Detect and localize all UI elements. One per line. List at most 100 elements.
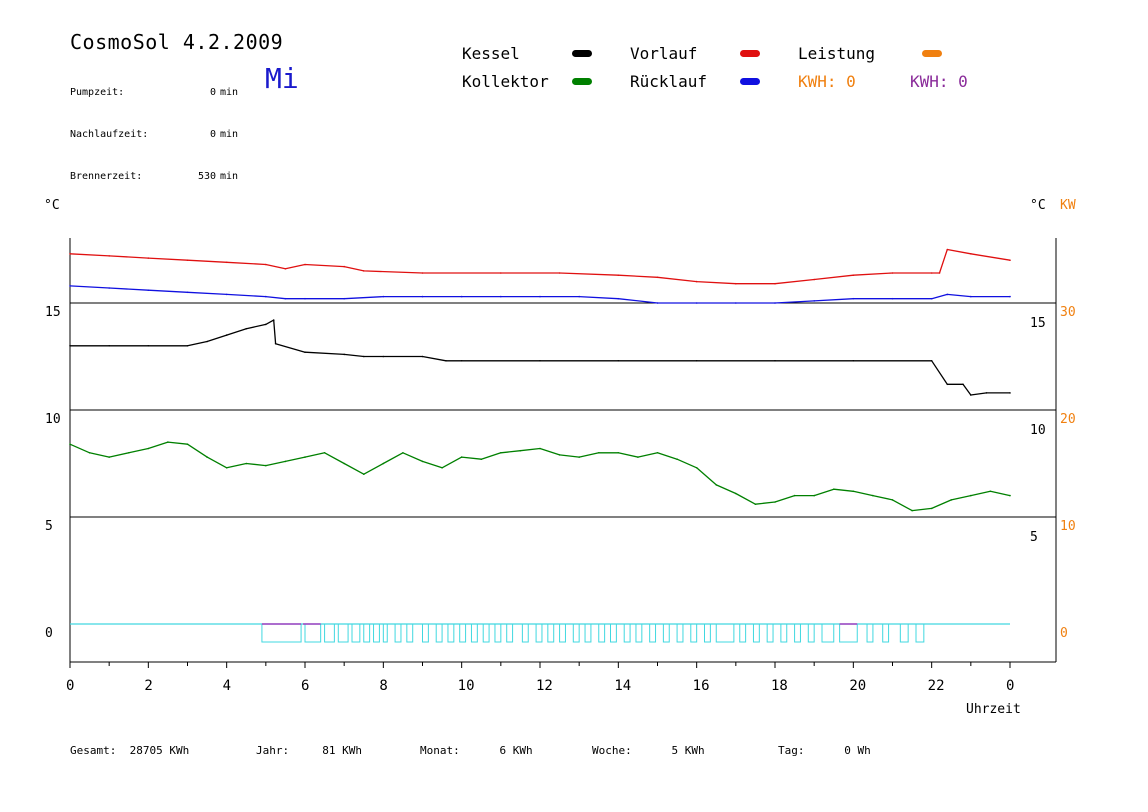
pump-pulse	[572, 623, 580, 643]
series-point-vorlauf	[970, 253, 972, 255]
pump-pulse	[690, 623, 698, 643]
x-tick-label: 4	[223, 678, 231, 694]
series-point-kessel	[206, 340, 208, 343]
series-point-vorlauf	[108, 255, 110, 257]
kwh-secondary-value: KWH: 0	[910, 72, 968, 91]
series-point-vorlauf	[500, 272, 502, 274]
series-point-kessel	[147, 345, 150, 347]
pump-pulse	[382, 623, 388, 643]
pump-pulse	[766, 623, 774, 643]
x-tick-label: 14	[614, 678, 631, 694]
series-point-kollektor	[950, 499, 953, 501]
pump-pulse	[715, 623, 735, 643]
pump-pulse	[435, 623, 443, 643]
pump-pulse	[899, 623, 909, 643]
series-point-vorlauf	[656, 276, 659, 279]
series-point-rücklauf	[539, 295, 541, 298]
series-point-vorlauf	[617, 274, 620, 277]
pump-pulse	[649, 623, 657, 643]
series-point-rücklauf	[970, 295, 972, 298]
series-point-kollektor	[500, 452, 502, 454]
series-point-rücklauf	[421, 295, 424, 298]
series-point-kessel	[852, 360, 855, 362]
series-point-kollektor	[363, 473, 365, 476]
series-lines	[69, 248, 1011, 512]
series-line-vorlauf	[69, 248, 1011, 285]
series-point-kessel	[421, 355, 424, 358]
series-point-kollektor	[637, 456, 639, 458]
series-point-rücklauf	[460, 295, 463, 298]
series-point-vorlauf	[558, 272, 561, 274]
pump-pulse	[676, 623, 684, 643]
footer-woche: Woche: 5 KWh	[592, 744, 705, 757]
pump-pulse	[584, 623, 592, 643]
series-point-kessel	[445, 360, 447, 362]
series-point-vorlauf	[774, 282, 776, 285]
x-tick-label: 0	[66, 678, 74, 694]
x-tick-label: 2	[144, 678, 152, 694]
series-point-vorlauf	[930, 272, 933, 274]
series-point-kollektor	[304, 456, 306, 458]
series-point-kollektor	[186, 443, 189, 446]
series-point-rücklauf	[852, 297, 855, 300]
series-point-kollektor	[872, 494, 874, 497]
pump-pulse	[363, 623, 371, 643]
pump-pulse	[559, 623, 566, 643]
series-point-vorlauf	[421, 272, 424, 274]
x-tick-label: 8	[379, 678, 387, 694]
series-point-kollektor	[793, 494, 796, 497]
series-point-kollektor	[617, 452, 620, 454]
series-point-kollektor	[343, 462, 346, 465]
series-point-kollektor	[695, 467, 698, 469]
series-point-kollektor	[656, 452, 659, 454]
series-point-kessel	[539, 360, 541, 362]
pump-pulse	[807, 623, 815, 643]
series-point-rücklauf	[617, 297, 620, 300]
series-point-rücklauf	[304, 297, 306, 300]
pump-pulse	[915, 623, 925, 643]
pump-pulse	[494, 623, 502, 643]
right-axis-unit: °C	[1030, 198, 1046, 213]
series-point-rücklauf	[774, 302, 776, 304]
pump-pulse	[662, 623, 670, 643]
pump-pulse	[324, 623, 335, 643]
pump-pulse	[547, 623, 555, 643]
stat-brennerzeit: Brennerzeit: 530 min	[70, 171, 239, 182]
pump-pulse	[521, 623, 529, 643]
series-point-vorlauf	[343, 265, 346, 268]
stat-nachlaufzeit: Nachlaufzeit: 0 min	[70, 129, 239, 140]
series-point-kollektor	[930, 507, 933, 510]
series-point-vorlauf	[946, 248, 949, 251]
pump-pulse	[623, 623, 631, 643]
left-axis-unit: °C	[44, 198, 60, 213]
pump-activity-trace	[70, 623, 1010, 643]
series-point-rücklauf	[147, 289, 150, 292]
right-tick-label-c: 5	[1030, 530, 1038, 545]
series-point-kessel	[245, 327, 248, 330]
series-point-kessel	[274, 342, 277, 345]
series-point-kessel	[460, 360, 463, 362]
series-point-kollektor	[911, 509, 913, 512]
series-point-kollektor	[460, 456, 463, 458]
pump-pulse	[598, 623, 606, 643]
x-tick-label: 6	[301, 678, 309, 694]
series-point-kollektor	[402, 452, 404, 454]
series-point-rücklauf	[946, 293, 949, 296]
series-point-kessel	[108, 345, 110, 347]
legend-ruecklauf-swatch	[740, 78, 760, 85]
series-point-vorlauf	[891, 272, 894, 274]
pump-pulse	[535, 623, 543, 643]
series-point-vorlauf	[265, 263, 267, 266]
x-tick-label: 16	[693, 678, 710, 694]
series-point-kessel	[970, 394, 972, 396]
series-point-kessel	[695, 360, 698, 362]
pump-pulse	[422, 623, 429, 643]
series-point-kessel	[265, 323, 267, 326]
x-tick-label: 18	[771, 678, 788, 694]
series-point-rücklauf	[265, 295, 267, 298]
right-tick-label-kw: 0	[1060, 626, 1068, 641]
series-point-kollektor	[421, 460, 424, 463]
series-point-kollektor	[598, 452, 600, 454]
series-point-kollektor	[558, 454, 561, 456]
right-tick-label-c: 10	[1030, 423, 1046, 438]
